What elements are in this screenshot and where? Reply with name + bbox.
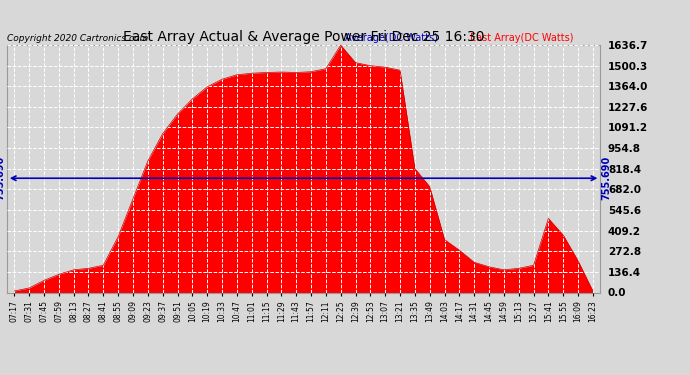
Text: East Array(DC Watts): East Array(DC Watts) <box>470 33 573 42</box>
Text: 755.690: 755.690 <box>602 156 611 200</box>
Text: Average(DC Watts): Average(DC Watts) <box>345 33 438 42</box>
Title: East Array Actual & Average Power Fri Dec 25 16:30: East Array Actual & Average Power Fri De… <box>123 30 484 44</box>
Text: Copyright 2020 Cartronics.com: Copyright 2020 Cartronics.com <box>7 33 148 42</box>
Text: 755.690: 755.690 <box>0 156 6 200</box>
